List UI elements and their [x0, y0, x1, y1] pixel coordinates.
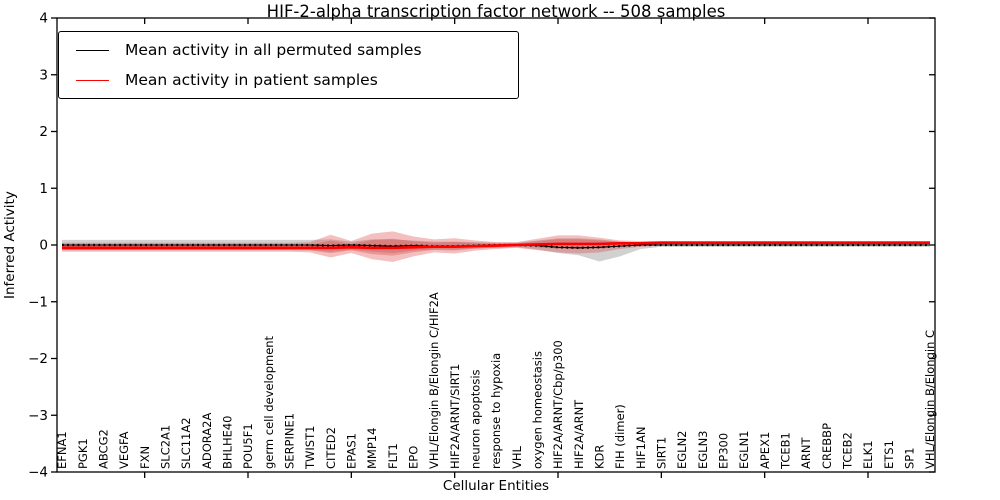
x-category-label: EGLN3 [696, 430, 710, 469]
x-category-label: EGLN2 [675, 430, 689, 469]
x-category-label: SLC2A1 [159, 425, 173, 469]
x-category-label: SLC11A2 [179, 417, 193, 469]
x-category-label: EFNA1 [55, 431, 69, 469]
y-tick-label: 2 [39, 124, 48, 140]
legend-label-permuted: Mean activity in all permuted samples [125, 41, 422, 59]
x-category-label: HIF2A/ARNT [572, 399, 586, 469]
chart-title: HIF-2-alpha transcription factor network… [266, 2, 726, 21]
y-tick-label: −4 [28, 465, 48, 481]
x-category-label: FLT1 [386, 443, 400, 469]
x-category-label: ELK1 [861, 440, 875, 469]
x-category-label: VHL [510, 445, 524, 469]
x-category-label: FXN [138, 446, 152, 469]
y-tick-label: 0 [39, 238, 48, 254]
y-tick-label: 1 [39, 181, 48, 197]
x-category-label: VHL/Elongin B/Elongin C/HIF2A [427, 292, 441, 469]
x-category-label: MMP14 [365, 428, 379, 469]
x-category-label: HIF1AN [634, 427, 648, 469]
x-category-label: SP1 [903, 447, 917, 469]
x-category-label: EPO [407, 446, 421, 469]
x-category-label: POU5F1 [241, 423, 255, 469]
x-category-label: TCEB1 [779, 432, 793, 470]
x-category-label: SERPINE1 [283, 413, 297, 469]
x-category-label: KDR [593, 445, 607, 469]
x-category-label: response to hypoxia [489, 353, 503, 469]
y-axis-label: Inferred Activity [2, 191, 18, 299]
x-category-label: SIRT1 [655, 437, 669, 469]
x-axis-label: Cellular Entities [442, 478, 550, 494]
permuted-mean-line-markers [62, 243, 930, 249]
legend: Mean activity in all permuted samples Me… [58, 31, 519, 99]
x-category-label: VHL/Elongin B/Elongin C [923, 330, 937, 469]
x-category-label: APEX1 [758, 432, 772, 469]
y-tick-label: −1 [28, 294, 48, 310]
legend-row-patient: Mean activity in patient samples [59, 66, 518, 94]
x-category-label: neuron apoptosis [469, 369, 483, 469]
y-tick-label: 4 [39, 11, 48, 27]
x-category-label: CITED2 [324, 427, 338, 469]
x-category-label: germ cell development [262, 335, 276, 469]
patient-line-swatch [76, 79, 109, 81]
x-category-label: ETS1 [882, 440, 896, 469]
x-category-label: FIH (dimer) [613, 404, 627, 469]
y-tick-label: −2 [28, 351, 48, 367]
x-category-label: HIF2A/ARNT/SIRT1 [448, 364, 462, 469]
x-category-label: PGK1 [76, 438, 90, 469]
x-category-label: TCEB2 [841, 432, 855, 470]
x-category-label: EPAS1 [345, 433, 359, 469]
x-category-label: CREBBP [820, 423, 834, 469]
x-category-label: TWIST1 [303, 426, 317, 470]
patient-mean-line [62, 241, 930, 250]
x-category-label: EGLN1 [737, 430, 751, 469]
legend-label-patient: Mean activity in patient samples [125, 71, 378, 89]
legend-row-permuted: Mean activity in all permuted samples [59, 36, 518, 64]
x-category-label: ABCG2 [97, 429, 111, 469]
permuted-line-swatch [76, 49, 109, 51]
x-category-label: EP300 [717, 433, 731, 469]
x-category-label: ARNT [799, 437, 813, 469]
x-category-label: BHLHE40 [221, 416, 235, 470]
y-tick-label: −3 [28, 408, 48, 424]
x-category-label: VEGFA [117, 431, 131, 469]
x-category-label: HIF2A/ARNT/Cbp/p300 [551, 340, 565, 469]
y-tick-label: 3 [39, 67, 48, 83]
x-category-label: ADORA2A [200, 413, 214, 469]
x-category-label: oxygen homeostasis [531, 351, 545, 469]
